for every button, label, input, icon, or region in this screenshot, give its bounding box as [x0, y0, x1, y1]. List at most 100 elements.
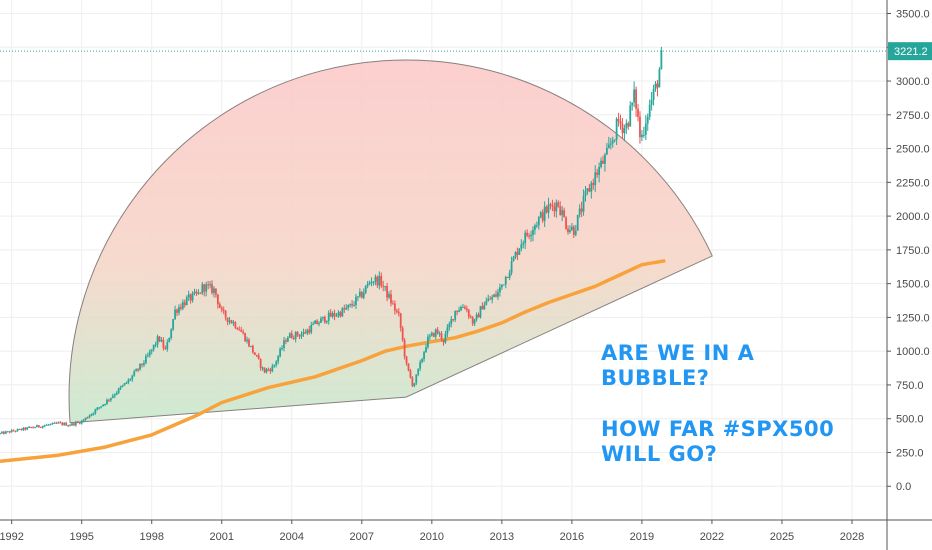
candle-body	[84, 417, 87, 420]
candle-body	[259, 359, 262, 369]
candle-body	[405, 356, 408, 364]
candle-body	[378, 275, 381, 286]
candle-body	[528, 235, 530, 237]
candle-body	[71, 423, 73, 426]
candle-body	[631, 102, 634, 106]
candle-body	[102, 404, 104, 407]
x-tick-label: 2001	[210, 531, 234, 543]
annotation-line-4: WILL GO?	[601, 442, 718, 466]
last-price-tag	[888, 42, 932, 61]
candle-body	[584, 191, 587, 197]
candle-body	[218, 304, 221, 308]
candle-body	[644, 123, 647, 135]
candle-body	[275, 361, 278, 365]
candle-body	[559, 206, 562, 215]
candle-body	[524, 232, 527, 244]
y-tick-label: 2750.0	[896, 110, 930, 122]
candle-body	[193, 291, 196, 294]
candle-body	[623, 128, 626, 134]
candle-body	[333, 313, 336, 317]
candle-body	[314, 320, 317, 324]
candle-body	[421, 359, 424, 363]
candle-body	[561, 210, 564, 215]
candle-body	[368, 282, 371, 284]
candle-body	[61, 422, 64, 425]
candle-body	[460, 307, 462, 311]
candle-body	[613, 139, 616, 141]
candle-body	[143, 363, 145, 365]
candle-body	[300, 334, 303, 337]
candle-body	[637, 108, 639, 117]
candle-body	[522, 243, 525, 245]
candle-body	[180, 307, 182, 309]
candle-body	[59, 422, 62, 424]
candle-body	[310, 324, 313, 333]
candle-body	[90, 413, 93, 416]
candle-body	[57, 422, 60, 424]
candle-body	[174, 309, 176, 320]
candle-body	[534, 225, 536, 230]
candle-body	[236, 327, 239, 330]
candle-body	[516, 252, 519, 255]
candle-body	[388, 294, 390, 298]
candle-body	[135, 369, 138, 372]
candle-body	[541, 212, 544, 221]
y-tick-label: 2500.0	[896, 144, 930, 156]
candle-body	[598, 166, 601, 175]
x-tick-label: 2016	[560, 531, 584, 543]
candle-body	[185, 297, 188, 306]
candle-body	[463, 307, 466, 309]
candle-body	[24, 427, 27, 430]
annotation-line-1: ARE WE IN A	[601, 341, 755, 365]
candle-body	[609, 143, 612, 145]
candle-body	[370, 282, 373, 284]
candle-body	[329, 312, 332, 317]
candle-body	[108, 399, 110, 401]
y-tick-label: 500.0	[896, 414, 924, 426]
candle-body	[228, 320, 231, 322]
arc-drawing[interactable]	[68, 59, 713, 424]
x-tick-label: 1995	[69, 531, 93, 543]
candle-body	[150, 349, 153, 352]
moving-average-line	[0, 258, 666, 463]
candle-body	[92, 413, 95, 415]
candle-body	[76, 422, 79, 424]
candle-body	[477, 314, 480, 318]
candle-body	[39, 426, 42, 428]
candle-body	[255, 355, 258, 357]
candle-body	[518, 248, 521, 255]
candle-body	[629, 105, 632, 127]
y-tick-label: 3500.0	[896, 9, 930, 21]
candle-body	[399, 313, 402, 328]
candle-body	[296, 331, 299, 336]
x-tick-label: 2028	[840, 531, 864, 543]
candle-body	[304, 332, 307, 334]
candle-body	[240, 330, 243, 332]
candle-body	[409, 370, 412, 378]
candle-body	[578, 208, 581, 215]
candle-body	[18, 428, 21, 430]
candle-body	[499, 287, 501, 293]
candle-body	[178, 307, 180, 313]
candle-body	[269, 369, 272, 372]
candle-body	[358, 291, 361, 297]
candle-body	[551, 204, 554, 207]
candle-body	[222, 309, 225, 311]
x-tick-label: 2019	[630, 531, 654, 543]
candle-body	[619, 121, 622, 124]
candle-body	[454, 310, 457, 320]
candle-body	[395, 310, 398, 312]
candle-body	[401, 327, 404, 341]
candle-body	[646, 116, 649, 124]
candle-body	[621, 123, 624, 134]
candle-body	[191, 293, 194, 301]
x-tick-label: 2007	[350, 531, 374, 543]
candle-body	[137, 369, 140, 371]
candle-body	[325, 320, 328, 323]
candle-body	[318, 322, 320, 325]
candle-body	[374, 276, 377, 282]
candle-body	[471, 317, 474, 324]
